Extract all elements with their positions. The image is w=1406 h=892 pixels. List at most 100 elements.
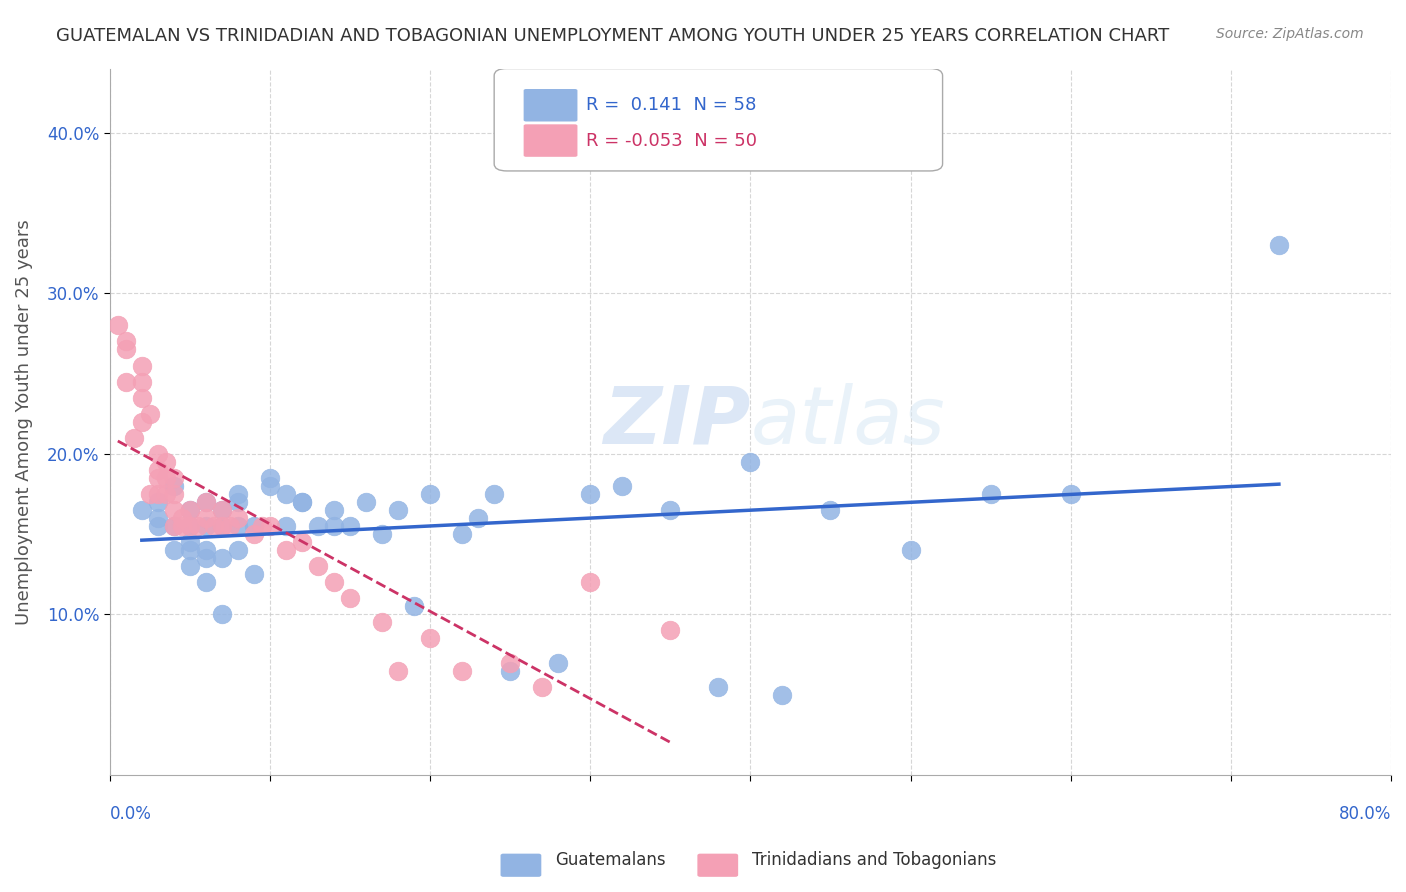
Point (131, 503, 153, 517)
Point (707, 680, 730, 694)
Point (482, 487, 505, 501)
Text: R = -0.053  N = 50: R = -0.053 N = 50 (586, 132, 758, 150)
Point (163, 543, 186, 558)
Point (579, 575, 602, 590)
Point (170, 519, 193, 533)
Point (226, 495, 249, 509)
Text: R =  0.141  N = 58: R = 0.141 N = 58 (586, 96, 756, 114)
Point (451, 664, 474, 678)
Point (202, 519, 225, 533)
Point (419, 632, 441, 646)
Point (980, 487, 1002, 501)
Point (243, 527, 266, 541)
Point (211, 551, 233, 566)
Point (499, 664, 522, 678)
Point (179, 503, 201, 517)
Point (499, 656, 522, 670)
Text: Source: ZipAtlas.com: Source: ZipAtlas.com (1216, 27, 1364, 41)
Point (131, 391, 153, 405)
Point (114, 334, 136, 349)
Point (467, 511, 489, 525)
Point (307, 559, 329, 574)
Point (131, 359, 153, 373)
Point (179, 503, 201, 517)
Point (371, 615, 394, 630)
Point (122, 431, 145, 445)
Point (354, 495, 377, 509)
Text: ZIP: ZIP (603, 383, 751, 461)
Point (211, 503, 233, 517)
Point (131, 415, 153, 429)
Point (226, 511, 249, 525)
Point (187, 519, 209, 533)
Point (163, 471, 186, 485)
Point (419, 487, 441, 501)
Point (274, 519, 297, 533)
Point (274, 487, 297, 501)
Point (243, 519, 266, 533)
Point (194, 543, 217, 558)
Point (1060, 487, 1083, 501)
Point (211, 503, 233, 517)
Point (259, 519, 281, 533)
Point (114, 343, 136, 357)
Point (194, 575, 217, 590)
Text: Guatemalans: Guatemalans (555, 851, 666, 869)
Point (547, 656, 569, 670)
Point (163, 487, 186, 501)
Point (250, 519, 273, 533)
Point (274, 543, 297, 558)
Point (155, 487, 177, 501)
Point (163, 519, 186, 533)
Point (219, 519, 242, 533)
Point (146, 471, 169, 485)
Point (146, 519, 169, 533)
Point (131, 375, 153, 389)
Text: GUATEMALAN VS TRINIDADIAN AND TOBAGONIAN UNEMPLOYMENT AMONG YOUTH UNDER 25 YEARS: GUATEMALAN VS TRINIDADIAN AND TOBAGONIAN… (56, 27, 1170, 45)
Point (146, 447, 169, 461)
Point (107, 318, 129, 333)
Point (371, 527, 394, 541)
Point (146, 511, 169, 525)
Point (579, 487, 602, 501)
Point (291, 495, 314, 509)
Point (163, 479, 186, 493)
Text: atlas: atlas (751, 383, 945, 461)
Point (291, 495, 314, 509)
Point (163, 503, 186, 517)
Point (194, 551, 217, 566)
Point (114, 375, 136, 389)
Text: Trinidadians and Tobagonians: Trinidadians and Tobagonians (752, 851, 997, 869)
Point (243, 567, 266, 582)
Point (323, 575, 346, 590)
Point (612, 479, 634, 493)
Point (659, 624, 682, 638)
Point (387, 503, 409, 517)
Point (387, 664, 409, 678)
Point (659, 503, 682, 517)
Point (259, 479, 281, 493)
Point (307, 519, 329, 533)
Point (226, 543, 249, 558)
Point (226, 519, 249, 533)
Point (531, 680, 554, 694)
FancyBboxPatch shape (523, 89, 578, 121)
Point (194, 511, 217, 525)
Point (1268, 238, 1291, 252)
Point (740, 455, 762, 469)
Point (820, 503, 842, 517)
FancyBboxPatch shape (523, 124, 578, 157)
Point (146, 487, 169, 501)
Point (163, 519, 186, 533)
Point (226, 487, 249, 501)
Point (139, 407, 162, 421)
Point (179, 535, 201, 549)
Point (259, 471, 281, 485)
Point (179, 519, 201, 533)
Point (194, 495, 217, 509)
Point (170, 511, 193, 525)
Point (146, 495, 169, 509)
Point (139, 487, 162, 501)
Point (179, 519, 201, 533)
Point (211, 607, 233, 622)
